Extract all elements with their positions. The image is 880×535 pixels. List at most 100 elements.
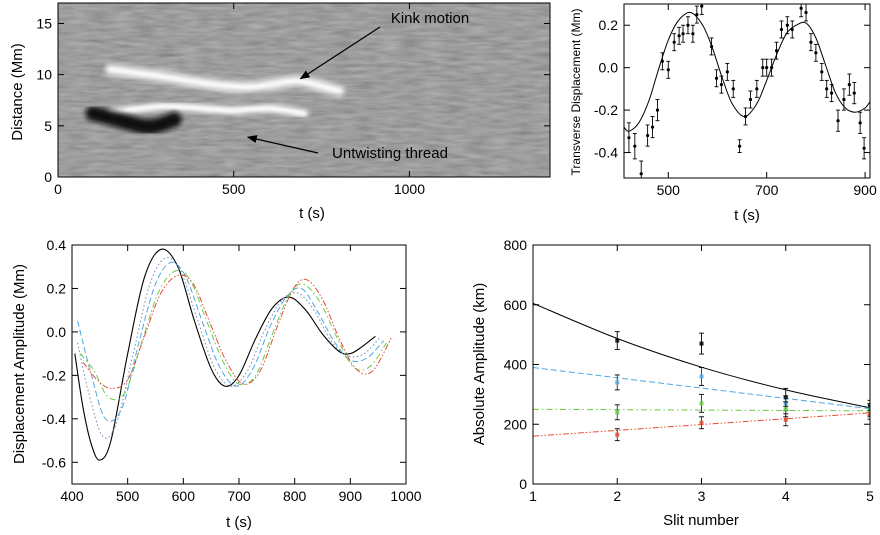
data-point [725,70,729,74]
y-tick-label: 800 [504,237,528,253]
panel-b-ylabel: Transverse Displacement (Mm) [569,9,583,176]
panel-a-annotations: Kink motion Untwisting thread [246,10,469,162]
data-point [761,66,765,70]
data-point [681,32,685,36]
data-point [765,66,769,70]
x-tick-label: 700 [227,488,251,504]
data-point [731,87,735,91]
data-point [868,408,870,413]
annotation-label: Kink motion [391,10,469,27]
y-tick-label: 0.2 [599,17,619,33]
image-feature-core [89,110,178,131]
y-tick-label: -0.4 [594,145,618,161]
x-tick-label: 400 [60,488,84,504]
panel-b-xlabel: t (s) [734,207,760,224]
x-tick-label: 900 [339,488,363,504]
data-point [743,114,748,119]
y-tick-label: 0 [44,169,52,185]
y-tick-label: -0.6 [42,454,66,470]
x-tick-label: 0 [54,181,62,197]
data-point [804,10,808,15]
x-tick-label: 600 [172,488,196,504]
data-point [836,119,840,123]
data-point [686,23,690,27]
data-point [738,144,742,148]
data-point [868,412,870,417]
panel-b-axes: 500 700 900 -0.4 -0.2 0.0 0.2 [594,4,877,198]
series-line [79,269,387,401]
panel-b-displacement: 500 700 900 -0.4 -0.2 0.0 0.2 t (s) Transverse… [569,3,877,224]
data-point [783,417,788,422]
data-point [868,404,870,409]
data-point [699,401,704,406]
data-point [779,27,784,32]
series-line [77,261,385,422]
panel-c-xlabel: t (s) [226,514,252,531]
data-point [639,172,643,176]
data-point [799,6,803,10]
panel-a-ylabel: Distance (Mm) [9,43,26,141]
image-feature-core [108,104,306,116]
x-tick-label: 5 [866,488,874,504]
y-tick-label: -0.4 [42,411,66,427]
annotation-label: Untwisting thread [332,145,448,162]
y-tick-label: 0.0 [47,324,67,340]
data-point [615,410,620,415]
data-point [825,87,829,91]
data-point [858,121,862,125]
panel-b-plot [624,4,870,178]
data-point [699,374,704,379]
panel-b-background [624,4,870,178]
x-tick-label: 500 [657,182,681,198]
data-point [633,144,637,148]
data-point [790,27,794,32]
x-tick-label: 900 [853,182,877,198]
panel-c-axes: 400 500 600 700 800 900 1000 -0.6 -0.4 -0.2 0.0 0.2… [42,237,422,504]
panel-d-plot [533,302,870,442]
panel-a-frame [57,2,551,178]
x-tick-label: 2 [613,488,621,504]
data-point [709,44,714,49]
data-point [615,432,620,437]
x-tick-label: 1 [529,488,537,504]
data-point [650,125,655,129]
panel-c-ylabel: Displacement Amplitude (Mm) [11,264,28,464]
panel-d-xlabel: Slit number [663,512,739,529]
data-point [847,83,851,87]
panel-a-xlabel: t (s) [299,205,325,222]
image-feature-core [108,67,342,93]
y-tick-label: -0.2 [594,102,618,118]
x-tick-label: 700 [755,182,779,198]
panel-d-axes: 1 2 3 4 5 0 200 400 600 800 [504,237,874,504]
y-tick-label: 5 [44,118,52,134]
panel-d-amplitude-slit: 1 2 3 4 5 0 200 400 600 800 Slit number Absolute … [471,237,874,529]
image-features [85,63,346,135]
data-point [719,83,724,87]
y-tick-label: 0.0 [599,60,619,76]
fit-line [533,408,870,412]
data-point [615,338,620,343]
annotation-arrow [299,26,381,80]
panel-d-frame [532,244,871,485]
data-point [852,91,856,95]
data-point [699,341,704,346]
panel-d-ylabel: Absolute Amplitude (km) [471,283,488,446]
data-point [660,59,664,63]
series-line [74,248,376,461]
data-point [783,407,788,412]
x-tick-label: 4 [782,488,790,504]
data-point [814,51,818,55]
data-point [666,68,670,72]
panel-a-axes: 0 500 1000 0 5 10 15 [36,3,550,197]
y-tick-label: 400 [504,357,528,373]
data-point [842,97,846,102]
data-point [748,97,753,102]
data-point [820,70,824,74]
y-tick-label: 15 [36,15,52,31]
data-point [809,40,813,44]
y-tick-label: 200 [504,416,528,432]
data-point [646,133,650,138]
data-point [770,66,774,70]
y-tick-label: 0.4 [47,237,67,253]
x-tick-label: 500 [116,488,140,504]
